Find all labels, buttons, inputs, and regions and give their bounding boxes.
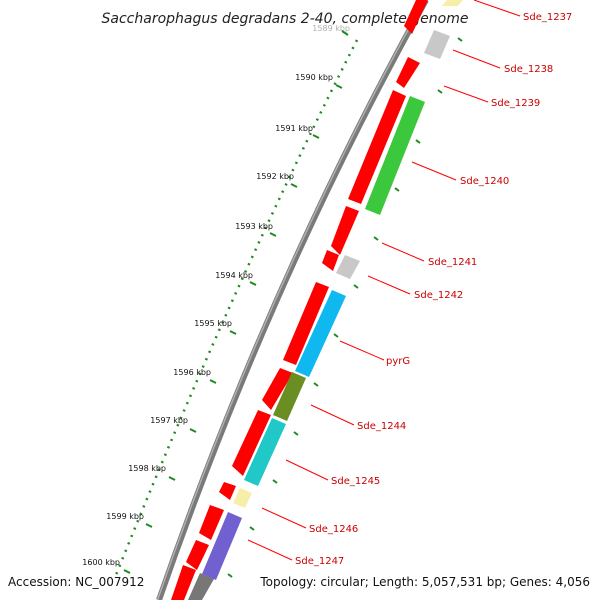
label-line-sde-1247 (247, 539, 293, 561)
gene-block-sde-1245 (244, 418, 286, 486)
gene-label-sde-1246: Sde_1246 (309, 524, 358, 535)
strand-tick (394, 187, 400, 192)
scale-tick-label: 1599 kbp (106, 512, 144, 521)
gene-label-lines (247, 0, 521, 561)
scale-tick (209, 379, 217, 384)
gene-label-pyrg: pyrG (386, 356, 410, 367)
scale-tick-label: 1595 kbp (194, 319, 232, 328)
gene-arrow (322, 250, 339, 271)
scale-tick-label: 1592 kbp (256, 172, 294, 181)
topology-text: Topology: circular; Length: 5,057,531 bp… (259, 575, 590, 589)
label-line-sde-1241 (381, 242, 425, 262)
gene-label-sde-1238: Sde_1238 (504, 64, 553, 75)
strand-tick (249, 526, 255, 531)
genome-backbone-highlight (156, 0, 426, 600)
label-line-sde-1244 (310, 404, 355, 426)
strand-tick (333, 333, 339, 338)
gene-arrow (348, 90, 406, 204)
gene-label-sde-1244: Sde_1244 (357, 421, 406, 432)
scale-tick-label: 1598 kbp (128, 464, 166, 473)
label-line-sde-1238 (452, 49, 501, 69)
scale-tick-label: 1591 kbp (275, 124, 313, 133)
strand-tick (457, 37, 463, 42)
gene-block-sde-1246 (233, 488, 252, 508)
gene-arrow (171, 565, 196, 600)
accession-text: Accession: NC_007912 (8, 575, 144, 589)
gene-block-sde-1240 (365, 96, 425, 215)
strand-tick (227, 573, 233, 578)
gene-block-sde-1248 (188, 573, 214, 600)
gene-label-sde-1240: Sde_1240 (460, 176, 509, 187)
scale-tick-label: 1593 kbp (235, 222, 273, 231)
gene-block-sde-1237 (442, 0, 463, 6)
scale-tick (123, 569, 131, 574)
gene-arrow (199, 505, 224, 540)
label-line-sde-1237 (473, 0, 521, 17)
strand-tick (415, 139, 421, 144)
label-line-sde-1240 (411, 161, 457, 181)
gene-block-sde-1247 (202, 512, 242, 580)
scale-tick (229, 330, 237, 335)
strand-tick (437, 89, 443, 94)
strand-tick (293, 431, 299, 436)
scale-tick-label: 1597 kbp (150, 416, 188, 425)
reverse-strand-ticks (227, 37, 463, 578)
strand-tick (373, 236, 379, 241)
gene-arrow (396, 57, 420, 88)
scale-tick (269, 232, 277, 237)
gene-arrow (331, 206, 359, 255)
genome-backbone (156, 0, 429, 600)
gene-label-sde-1247: Sde_1247 (295, 556, 344, 567)
scale-tick (341, 30, 349, 36)
scale-ticks: 1589 kbp 1590 kbp 1591 kbp 1592 kbp 1593… (82, 24, 350, 574)
gene-label-sde-1241: Sde_1241 (428, 257, 477, 268)
scale-tick (189, 428, 197, 433)
gene-arrow (232, 410, 271, 476)
strand-tick (353, 284, 359, 289)
gene-block-pyrg (295, 290, 346, 377)
gene-block-sde-1244 (273, 372, 306, 421)
scale-tick (312, 134, 320, 139)
label-line-sde-1245 (285, 459, 329, 481)
scale-tick-label: 1596 kbp (173, 368, 211, 377)
gene-block-sde-1242 (336, 255, 360, 279)
scale-tick (290, 183, 298, 188)
gene-label-sde-1237: Sde_1237 (523, 12, 572, 23)
scale-tick-label: 1594 kbp (215, 271, 253, 280)
scale-tick (168, 476, 176, 481)
scale-tick-label: 1590 kbp (295, 73, 333, 82)
label-line-pyrg (339, 340, 385, 361)
gene-arrow (262, 368, 293, 410)
gene-arrow (186, 540, 209, 570)
scale-tick-label: 1600 kbp (82, 558, 120, 567)
strand-tick (272, 479, 278, 484)
strand-tick (313, 382, 319, 387)
scale-tick (335, 84, 343, 89)
gene-labels: Sde_1237 Sde_1238 Sde_1239 Sde_1240 Sde_… (295, 12, 572, 567)
gene-arrow (404, 0, 428, 34)
scale-dotted-line (114, 39, 359, 576)
reverse-strand-genes (188, 0, 463, 600)
map-title: Saccharophagus degradans 2-40, complete … (102, 11, 469, 27)
gene-arrow (219, 482, 236, 500)
gene-label-sde-1245: Sde_1245 (331, 476, 380, 487)
scale-tick (145, 523, 153, 528)
scale-tick-label: 1589 kbp (312, 24, 350, 33)
label-line-sde-1239 (443, 85, 489, 103)
label-line-sde-1242 (367, 275, 411, 295)
gene-arrow (283, 282, 329, 365)
label-line-sde-1246 (261, 507, 307, 529)
gene-label-sde-1242: Sde_1242 (414, 290, 463, 301)
gene-block-sde-1238 (424, 30, 450, 59)
forward-strand-genes (171, 0, 428, 600)
gene-label-sde-1239: Sde_1239 (491, 98, 540, 109)
scale-tick (249, 281, 257, 286)
